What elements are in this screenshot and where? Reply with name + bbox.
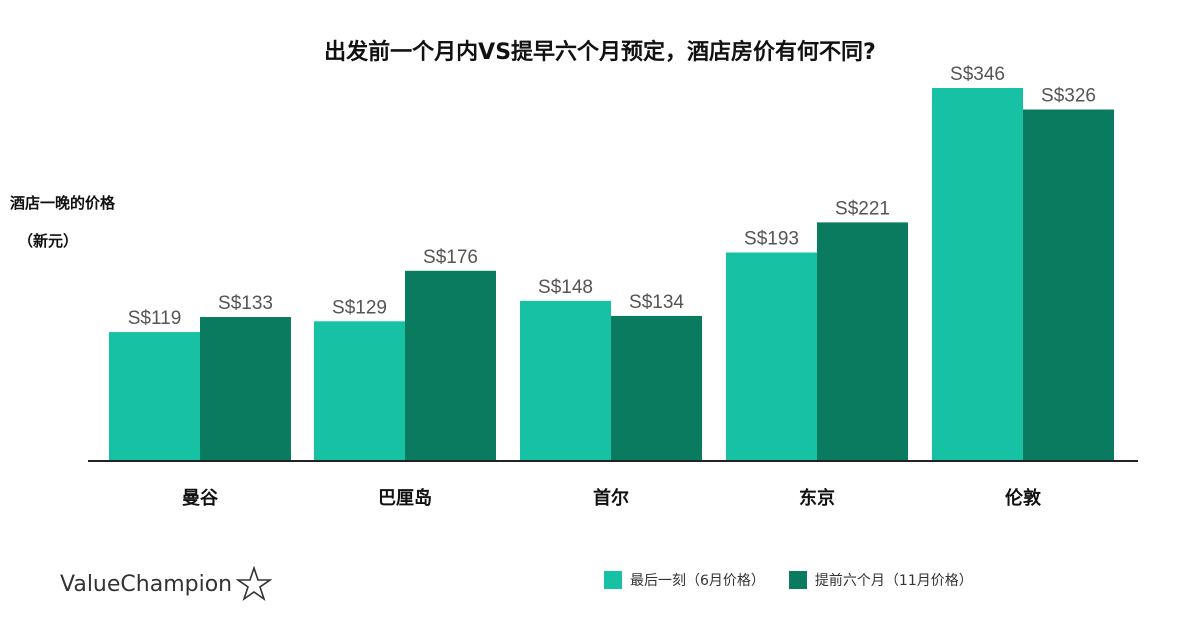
legend-item-six-months: 提前六个月（11月价格） [788, 570, 973, 590]
data-label: S$346 [950, 64, 1005, 85]
data-label: S$133 [218, 293, 273, 314]
data-label: S$193 [744, 228, 799, 249]
bar [611, 315, 702, 460]
bar [726, 252, 817, 460]
bar [109, 332, 200, 460]
legend-label: 最后一刻（6月价格） [630, 573, 765, 589]
x-tick-label: 首尔 [593, 487, 629, 509]
data-label: S$176 [423, 247, 478, 268]
legend-swatch [788, 571, 807, 589]
legend-item-last-minute: 最后一刻（6月价格） [604, 570, 765, 590]
bar [932, 88, 1023, 460]
legend: 最后一刻（6月价格） 提前六个月（11月价格） [604, 570, 997, 590]
data-label: S$119 [128, 308, 182, 329]
x-tick-label: 伦敦 [1005, 487, 1042, 509]
y-axis-label: 酒店一晚的价格 [10, 194, 116, 212]
data-label: S$148 [538, 277, 593, 298]
x-tick-label: 东京 [799, 487, 835, 509]
bar [200, 317, 291, 460]
x-tick-label: 曼谷 [182, 488, 219, 509]
bar [1023, 109, 1114, 460]
bar [314, 321, 405, 460]
star-icon [236, 566, 273, 602]
brand-logo: ValueChampion [60, 566, 273, 602]
brand-name: ValueChampion [60, 571, 233, 597]
data-label: S$129 [332, 297, 387, 318]
bar [817, 222, 908, 460]
legend-label: 提前六个月（11月价格） [814, 573, 973, 589]
bar [405, 270, 496, 460]
chart-title: 出发前一个月内VS提早六个月预定，酒店房价有何不同? [324, 40, 876, 65]
data-label: S$134 [629, 292, 684, 313]
data-label: S$221 [835, 198, 890, 219]
x-tick-label: 巴厘岛 [378, 487, 432, 509]
bar [520, 300, 611, 460]
y-axis-unit: （新元） [18, 232, 79, 250]
data-label: S$326 [1041, 86, 1096, 107]
legend-swatch [604, 571, 622, 589]
